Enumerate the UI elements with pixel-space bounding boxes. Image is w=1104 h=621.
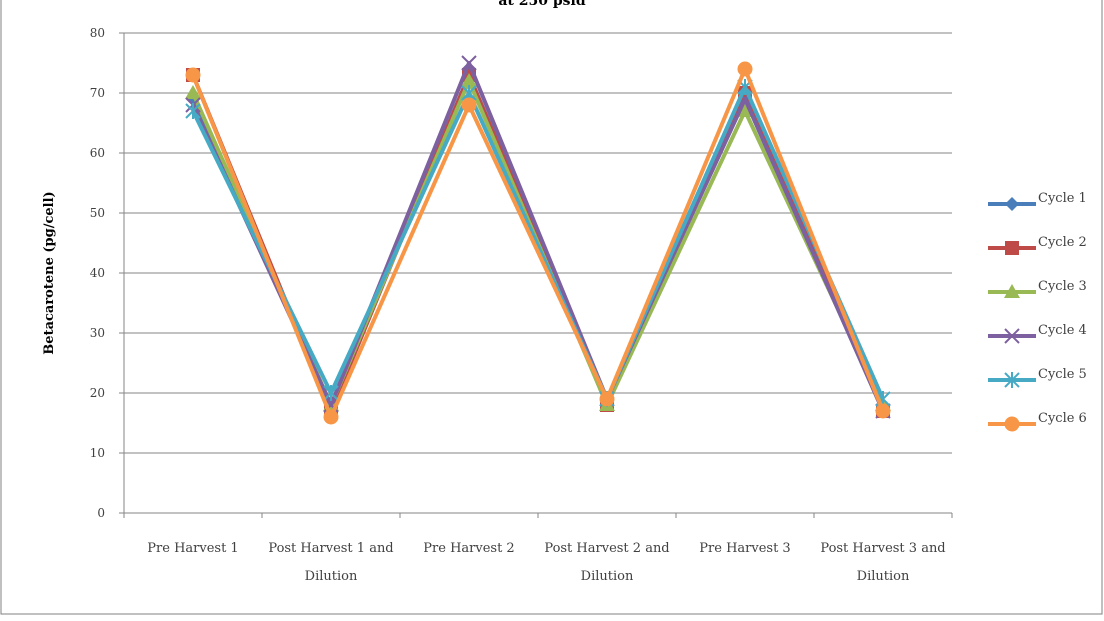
series-layer <box>185 55 891 425</box>
legend-label: Cycle 4 <box>1038 323 1087 338</box>
data-point <box>461 55 477 71</box>
marker-stroke <box>461 55 477 71</box>
y-axis-label: Betacarotene (pg/cell) <box>42 191 57 354</box>
gridlines <box>124 32 952 454</box>
legend: Cycle 1 Cycle 2 Cycle 3 Cycle 4 Cycle 5 Cycle… <box>988 191 1087 432</box>
y-axis: 0 10 20 30 40 50 60 70 80 <box>90 26 125 520</box>
y-tick-label: 60 <box>90 146 105 160</box>
data-point <box>185 67 201 83</box>
x-tick-label: Post Harvest 2 and Dilution <box>544 541 669 584</box>
x-tick-label: Pre Harvest 3 <box>699 541 790 556</box>
data-point <box>185 85 201 99</box>
series-6 <box>185 61 891 425</box>
data-point <box>185 103 201 119</box>
x-tick-label: Pre Harvest 2 <box>423 541 514 556</box>
x-tick-label: Pre Harvest 1 <box>147 541 238 556</box>
y-tick-label: 10 <box>90 446 105 460</box>
y-tick-label: 0 <box>97 506 105 520</box>
x-tick-label: Post Harvest 3 and Dilution <box>820 541 945 584</box>
legend-marker <box>1004 372 1020 388</box>
legend-label: Cycle 3 <box>1038 279 1087 294</box>
y-tick-label: 30 <box>90 326 105 340</box>
series-line <box>191 67 885 419</box>
data-point <box>461 97 477 113</box>
legend-item: Cycle 1 <box>988 191 1087 211</box>
legend-marker <box>1004 416 1020 432</box>
series-line <box>191 85 885 401</box>
x-tick-label: Post Harvest 1 and Dilution <box>268 541 393 584</box>
y-tick-label: 70 <box>90 86 105 100</box>
legend-marker <box>1004 284 1020 298</box>
y-tick-label: 20 <box>90 386 105 400</box>
marker-stroke <box>1004 328 1020 344</box>
data-point <box>737 103 753 117</box>
chart-title: at 250 psid <box>498 0 585 9</box>
legend-label: Cycle 6 <box>1038 411 1087 426</box>
legend-label: Cycle 1 <box>1038 191 1087 206</box>
y-tick-label: 40 <box>90 266 105 280</box>
legend-marker <box>1005 197 1019 211</box>
legend-label: Cycle 2 <box>1038 235 1087 250</box>
legend-item: Cycle 6 <box>988 411 1087 432</box>
data-point <box>875 403 891 419</box>
legend-marker <box>1005 241 1019 255</box>
x-axis: Pre Harvest 1 Post Harvest 1 and Dilution P… <box>123 512 953 584</box>
legend-item: Cycle 5 <box>988 367 1087 388</box>
legend-item: Cycle 2 <box>988 235 1087 255</box>
legend-marker <box>1004 328 1020 344</box>
legend-item: Cycle 4 <box>988 323 1087 344</box>
data-point <box>737 61 753 77</box>
data-point <box>461 73 477 87</box>
legend-item: Cycle 3 <box>988 279 1087 298</box>
y-tick-label: 50 <box>90 206 105 220</box>
legend-label: Cycle 5 <box>1038 367 1087 382</box>
y-tick-label: 80 <box>90 26 105 40</box>
data-point <box>599 391 615 407</box>
data-point <box>323 409 339 425</box>
data-point <box>323 385 339 401</box>
